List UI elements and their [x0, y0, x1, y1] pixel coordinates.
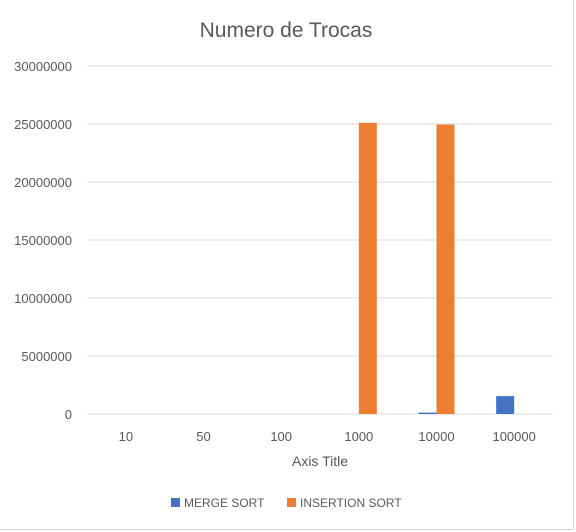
x-tick-label: 10: [119, 429, 133, 444]
legend-label: INSERTION SORT: [300, 496, 402, 510]
x-tick-label: 10000: [418, 429, 454, 444]
x-tick-label: 50: [196, 429, 210, 444]
x-axis-ticks: 10 50 100 1000 10000 100000: [119, 429, 536, 444]
chart-title: Numero de Trocas: [200, 19, 373, 42]
y-tick-label: 20000000: [14, 175, 72, 190]
y-tick-label: 5000000: [21, 349, 72, 364]
y-tick-label: 15000000: [14, 233, 72, 248]
legend-swatch: [171, 498, 180, 507]
x-axis-title: Axis Title: [292, 453, 348, 469]
legend-label: MERGE SORT: [184, 496, 265, 510]
y-tick-label: 30000000: [14, 59, 72, 74]
gridlines: [87, 65, 553, 415]
x-tick-label: 100: [270, 429, 292, 444]
y-tick-label: 10000000: [14, 291, 72, 306]
bar-merge-sort-100000: [496, 396, 515, 414]
y-tick-label: 0: [65, 407, 72, 422]
x-tick-label: 1000: [344, 429, 373, 444]
y-axis-ticks: 0 5000000 10000000 15000000 20000000 25000000…: [14, 59, 72, 422]
legend: MERGE SORT INSERTION SORT: [171, 496, 402, 510]
y-tick-label: 25000000: [14, 117, 72, 132]
bar-insertion-sort-10000: [436, 124, 455, 414]
legend-swatch: [287, 498, 296, 507]
x-tick-label: 100000: [492, 429, 535, 444]
bars: [358, 122, 515, 414]
bar-merge-sort-10000: [418, 412, 437, 414]
bar-insertion-sort-1000: [358, 122, 377, 414]
